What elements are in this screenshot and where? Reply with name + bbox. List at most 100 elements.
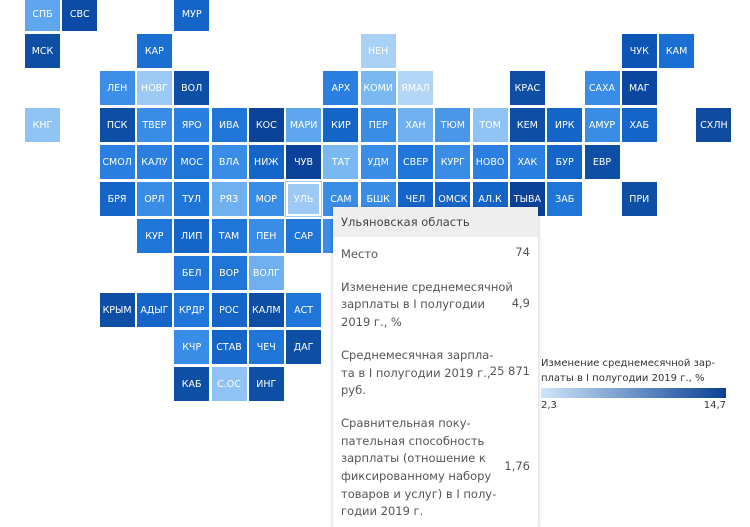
region-tile: ДАГ bbox=[286, 330, 322, 364]
region-tile: КУР bbox=[136, 219, 172, 253]
tooltip-label-line: 2019 г., % bbox=[341, 315, 402, 330]
legend-title: Изменение среднемесячной зар-платы в I п… bbox=[541, 356, 726, 386]
region-tile: МСК bbox=[25, 34, 60, 68]
region-tile: КОМИ bbox=[360, 71, 396, 105]
tooltip-row: Среднемесячная зарпла-та в I полугодии 2… bbox=[333, 338, 538, 406]
region-tile: ЯРО bbox=[174, 108, 210, 142]
legend-max: 14,7 bbox=[703, 400, 726, 411]
region-tile: ЛИП bbox=[174, 219, 210, 253]
tooltip-label: Сравнительная поку-пательная способность… bbox=[341, 415, 530, 521]
region-tile: ЕВР bbox=[584, 145, 620, 179]
region-tile: КОС bbox=[248, 108, 284, 142]
region-tile: ТОМ bbox=[472, 108, 508, 142]
tooltip-label: Среднемесячная зарпла-та в I полугодии 2… bbox=[341, 347, 530, 400]
tooltip-value: 25 871 bbox=[489, 364, 530, 379]
region-tile: МОР bbox=[248, 182, 284, 216]
region-tile: КУРГ bbox=[435, 145, 471, 179]
region-tile: ХАК bbox=[509, 145, 545, 179]
region-tile: КРАС bbox=[509, 71, 545, 105]
legend-title-line: платы в I полугодии 2019 г., % bbox=[541, 373, 705, 384]
tooltip-label-line: Место bbox=[341, 247, 379, 261]
region-tile: КАЛУ bbox=[136, 145, 172, 179]
tooltip-label-line: руб. bbox=[341, 383, 366, 398]
region-tile: КАМ bbox=[659, 34, 695, 68]
region-tile: СХЛН bbox=[696, 108, 732, 142]
region-tile: НЕН bbox=[360, 34, 396, 68]
region-tile: ВОЛ bbox=[174, 71, 210, 105]
region-tile: КИР bbox=[323, 108, 359, 142]
region-tile: КРЫМ bbox=[99, 293, 135, 327]
region-tile: ЛЕН bbox=[99, 71, 135, 105]
region-tile: ЧЕЧ bbox=[248, 330, 284, 364]
legend: Изменение среднемесячной зар-платы в I п… bbox=[541, 356, 726, 413]
region-tile: ЧУВ bbox=[286, 145, 322, 179]
region-tile: СПБ bbox=[25, 0, 60, 31]
region-tile: МАГ bbox=[621, 71, 657, 105]
region-tile: ОРЛ bbox=[136, 182, 172, 216]
region-tile: НОВГ bbox=[136, 71, 172, 105]
legend-min: 2,3 bbox=[541, 400, 557, 411]
tooltip-value: 1,76 bbox=[504, 458, 530, 473]
tooltip-value: 4,9 bbox=[511, 295, 530, 310]
region-tile: ПЕН bbox=[248, 219, 284, 253]
tooltip: Ульяновская область Место 74 Изменение сре… bbox=[333, 207, 538, 527]
region-tile: АРХ bbox=[323, 71, 359, 105]
region-tile: ПЕР bbox=[360, 108, 396, 142]
region-tile: АДЫГ bbox=[136, 293, 172, 327]
tooltip-title: Ульяновская область bbox=[333, 207, 538, 237]
region-tile: ТЮМ bbox=[435, 108, 471, 142]
region-tile: МАРИ bbox=[286, 108, 322, 142]
region-tile: МУР bbox=[174, 0, 210, 31]
region-tile: ЗАБ bbox=[547, 182, 583, 216]
region-tile: СВЕР bbox=[398, 145, 433, 179]
tooltip-label-line: фиксированному набору bbox=[341, 469, 492, 484]
tooltip-row: Изменение среднемесячной зарплаты в I пол… bbox=[333, 270, 538, 338]
region-tile: СМОЛ bbox=[99, 145, 135, 179]
region-tile: ВОР bbox=[211, 256, 247, 290]
region-tile: КЧР bbox=[174, 330, 210, 364]
region-tile: КНГ bbox=[25, 108, 60, 142]
tooltip-label-line: зарплаты в I полугодии bbox=[341, 297, 485, 312]
region-tile: ВОЛГ bbox=[248, 256, 284, 290]
region-tile: БЕЛ bbox=[174, 256, 210, 290]
region-tile: АСТ bbox=[286, 293, 322, 327]
region-tile: ЯМАЛ bbox=[398, 71, 433, 105]
region-tile: ПРИ bbox=[621, 182, 657, 216]
tooltip-label: Место bbox=[341, 246, 530, 264]
region-tile: КАЛМ bbox=[248, 293, 284, 327]
tooltip-label-line: Изменение среднемесячной bbox=[341, 279, 513, 294]
region-tile: СВС bbox=[62, 0, 98, 31]
region-tile: САХА bbox=[584, 71, 620, 105]
region-tile: ХАБ bbox=[621, 108, 657, 142]
region-tile: РОС bbox=[211, 293, 247, 327]
tooltip-label: Изменение среднемесячной зарплаты в I пол… bbox=[341, 279, 530, 332]
region-tile: УДМ bbox=[360, 145, 396, 179]
region-tile: ИРК bbox=[547, 108, 583, 142]
region-tile: РЯЗ bbox=[211, 182, 247, 216]
region-tile: НОВО bbox=[472, 145, 508, 179]
legend-title-line: Изменение среднемесячной зар- bbox=[541, 358, 716, 369]
tooltip-row: Место 74 bbox=[333, 237, 538, 270]
region-tile: ИНГ bbox=[248, 367, 284, 401]
region-tile: ИВА bbox=[211, 108, 247, 142]
legend-range: 2,3 14,7 bbox=[541, 398, 726, 413]
tooltip-label-line: Среднемесячная зарпла- bbox=[341, 347, 494, 362]
tooltip-row: Сравнительная поку-пательная способность… bbox=[333, 406, 538, 527]
region-tile: КРДР bbox=[174, 293, 210, 327]
region-tile: С.ОС bbox=[211, 367, 247, 401]
region-tile: СТАВ bbox=[211, 330, 247, 364]
region-tile: ХАН bbox=[398, 108, 433, 142]
region-tile: ВЛА bbox=[211, 145, 247, 179]
region-tile: НИЖ bbox=[248, 145, 284, 179]
region-tile: БРЯ bbox=[99, 182, 135, 216]
region-tile: БУР bbox=[547, 145, 583, 179]
region-tile: ТАМ bbox=[211, 219, 247, 253]
region-tile: ЧУК bbox=[621, 34, 657, 68]
region-tile: САР bbox=[286, 219, 322, 253]
legend-gradient bbox=[541, 388, 726, 398]
tooltip-label-line: зарплаты (отношение к bbox=[341, 451, 486, 466]
tooltip-label-line: годии 2019 г. bbox=[341, 504, 424, 519]
tooltip-label-line: та в I полугодии 2019 г., bbox=[341, 365, 491, 380]
region-tile: АМУР bbox=[584, 108, 620, 142]
region-tile: УЛЬ bbox=[285, 181, 323, 217]
